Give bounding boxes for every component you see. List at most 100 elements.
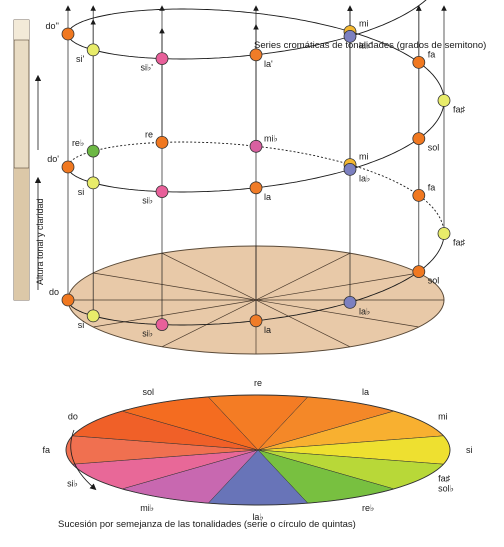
helix-segment: [161, 187, 257, 193]
helix-segment: [93, 8, 163, 19]
node-fa-sharp-level-2: [437, 94, 451, 107]
node-la-level-1: [249, 314, 263, 328]
helix-segment: [418, 195, 445, 234]
wheel-label-si-flat: si♭: [67, 479, 78, 489]
node-la-flat-level-1: [343, 295, 357, 309]
node-la-flat-level-2: [343, 162, 357, 176]
node-label-si-flat: si♭: [142, 196, 153, 206]
wheel-label-si: si: [466, 445, 473, 455]
node-label-la: la: [264, 192, 271, 202]
wheel-label-re-flat: re♭: [362, 503, 374, 513]
node-label-sol: sol: [428, 276, 440, 286]
helix-segment: [93, 182, 163, 193]
wheel-arrows: [70, 429, 97, 491]
helix-segment: [349, 164, 420, 196]
node-do-level-2: [61, 160, 75, 174]
helix-segment: [349, 138, 420, 170]
node-label-fa-sharp: fa♯: [453, 238, 466, 248]
helix-segment: [418, 100, 445, 139]
node-label-si: si: [78, 187, 85, 197]
node-la-flat-level-3: [343, 30, 357, 43]
node-label-si-flat-prime: si♭': [141, 63, 154, 73]
helix-segment: [255, 12, 351, 33]
helix-nodes: [61, 25, 451, 332]
node-label-fa: fa: [428, 49, 436, 59]
node-label-re-flat: re♭: [72, 138, 84, 148]
helix-segment: [418, 233, 445, 272]
helix-front: [67, 0, 445, 326]
node-label-la-prime: la': [264, 59, 273, 69]
helix-segment: [161, 54, 257, 60]
helix-segment: [255, 145, 351, 166]
node-label-mi: mi: [359, 152, 369, 162]
node-si-flat-level-1: [155, 318, 169, 332]
node-si-level-3: [86, 43, 100, 57]
node-label-la-flat: la♭: [359, 306, 370, 316]
helix-segment: [349, 5, 420, 37]
helix-segment: [349, 31, 420, 63]
wheel-label-sol: sol: [142, 387, 154, 397]
vertical-axes: [65, 5, 447, 325]
helix-segment: [349, 271, 420, 303]
wheel-label-la-flat: la♭: [252, 512, 263, 522]
node-si-level-1: [86, 309, 100, 323]
node-label-la-flat: la♭: [359, 173, 370, 183]
node-label-sol: sol: [428, 143, 440, 153]
node-label-mi-flat: mi♭: [264, 133, 278, 143]
node-sol-level-1: [412, 265, 426, 279]
node-fa-level-2: [412, 56, 426, 69]
node-label-do-prime: do': [47, 154, 59, 164]
wheel-label-do: do: [68, 412, 78, 422]
node-label-la: la: [264, 325, 271, 335]
node-label-fa: fa: [428, 182, 436, 192]
wheel-outline: [65, 394, 451, 506]
node-la-level-2: [249, 181, 263, 195]
node-fa-sharp-level-1: [437, 227, 451, 240]
node-la-level-3: [249, 48, 263, 62]
helix-back: [67, 8, 445, 234]
node-si-level-2: [86, 176, 100, 190]
node-label-re: re: [145, 129, 153, 139]
helix-segment: [93, 315, 163, 326]
bottom-caption: Sucesión por semejanza de las tonalidade…: [58, 519, 356, 530]
side-axis-label: Altura tonal y claridad: [35, 198, 45, 285]
helix-segment: [255, 35, 351, 56]
helix-segment: [161, 141, 257, 147]
helix-segment: [418, 62, 445, 101]
node-label-do-prime-prime: do'': [46, 21, 60, 31]
node-do-level-3: [61, 27, 75, 41]
node-sol-level-2: [412, 132, 426, 146]
node-mi-flat-level-1: [249, 139, 263, 153]
node-label-si-flat: si♭: [142, 329, 153, 339]
wheel-label-mi: mi: [438, 412, 448, 422]
lightness-bar: [13, 19, 30, 301]
top-caption: Series cromáticas de tonalidades (grados…: [254, 40, 486, 51]
helix-segment: [255, 301, 351, 322]
helix-node-labels: do si si♭ la la♭ sol fa♯ fa mi mi♭ re re♭ do' si si♭ la…: [46, 19, 466, 339]
node-re-level-1: [155, 135, 169, 149]
node-label-la-flat-prime: la♭': [359, 40, 372, 50]
node-label-fa-sharp: fa♯: [453, 105, 466, 115]
helix-segment: [93, 141, 163, 152]
helix-segment: [161, 8, 257, 14]
node-fa-level-1: [412, 188, 426, 202]
node-do-level-1: [61, 293, 75, 307]
node-re-flat-level-1: [86, 144, 100, 158]
wheel-label-la: la: [362, 387, 369, 397]
node-si-flat-level-2: [155, 185, 169, 199]
helix-segment: [161, 320, 257, 326]
node-label-si-prime: si': [76, 54, 84, 64]
node-label-mi: mi: [359, 19, 369, 29]
node-si-flat-level-3: [155, 52, 169, 65]
helix-segment: [418, 0, 427, 6]
helix-segment: [93, 49, 163, 60]
node-label-si: si: [78, 320, 85, 330]
fifths-wheel-labels: la mi si fa♯sol♭ re♭ la♭ mi♭ si♭ fa do sol re: [42, 378, 472, 522]
wheel-label-fa: fa: [42, 445, 50, 455]
fifths-color-wheel: [65, 394, 451, 506]
wheel-label-fa-sharp: fa♯: [438, 474, 451, 484]
wheel-label-re: re: [254, 378, 262, 388]
wheel-label-sol-flat: sol♭: [438, 484, 454, 494]
